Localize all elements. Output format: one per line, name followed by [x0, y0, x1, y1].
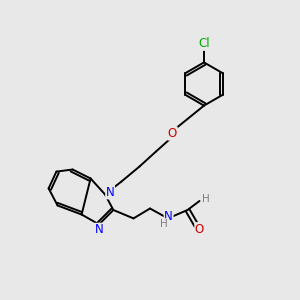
Text: N: N	[164, 210, 173, 223]
Text: O: O	[168, 127, 177, 140]
Text: H: H	[160, 219, 167, 229]
Text: H: H	[202, 194, 209, 205]
Text: Cl: Cl	[198, 37, 210, 50]
Text: N: N	[94, 223, 103, 236]
Text: O: O	[195, 223, 204, 236]
Text: N: N	[106, 186, 115, 199]
